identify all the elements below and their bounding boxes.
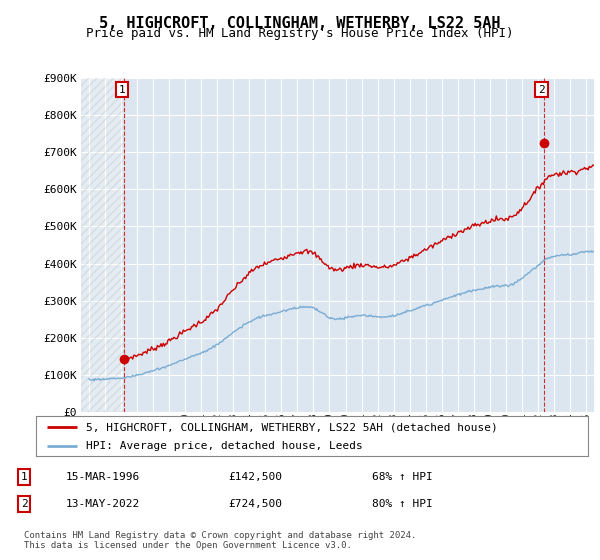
Text: 2: 2	[20, 499, 28, 509]
Text: 1: 1	[119, 85, 125, 95]
Text: 13-MAY-2022: 13-MAY-2022	[66, 499, 140, 509]
Text: 80% ↑ HPI: 80% ↑ HPI	[372, 499, 433, 509]
Text: 5, HIGHCROFT, COLLINGHAM, WETHERBY, LS22 5AH (detached house): 5, HIGHCROFT, COLLINGHAM, WETHERBY, LS22…	[86, 422, 497, 432]
Bar	[81, 78, 124, 412]
Text: 1: 1	[20, 472, 28, 482]
Text: 5, HIGHCROFT, COLLINGHAM, WETHERBY, LS22 5AH: 5, HIGHCROFT, COLLINGHAM, WETHERBY, LS22…	[99, 16, 501, 31]
Text: £142,500: £142,500	[228, 472, 282, 482]
Text: Contains HM Land Registry data © Crown copyright and database right 2024.
This d: Contains HM Land Registry data © Crown c…	[24, 531, 416, 550]
Text: HPI: Average price, detached house, Leeds: HPI: Average price, detached house, Leed…	[86, 441, 362, 451]
Text: £724,500: £724,500	[228, 499, 282, 509]
Text: Price paid vs. HM Land Registry's House Price Index (HPI): Price paid vs. HM Land Registry's House …	[86, 27, 514, 40]
Text: 2: 2	[538, 85, 545, 95]
Text: 15-MAR-1996: 15-MAR-1996	[66, 472, 140, 482]
Text: 68% ↑ HPI: 68% ↑ HPI	[372, 472, 433, 482]
